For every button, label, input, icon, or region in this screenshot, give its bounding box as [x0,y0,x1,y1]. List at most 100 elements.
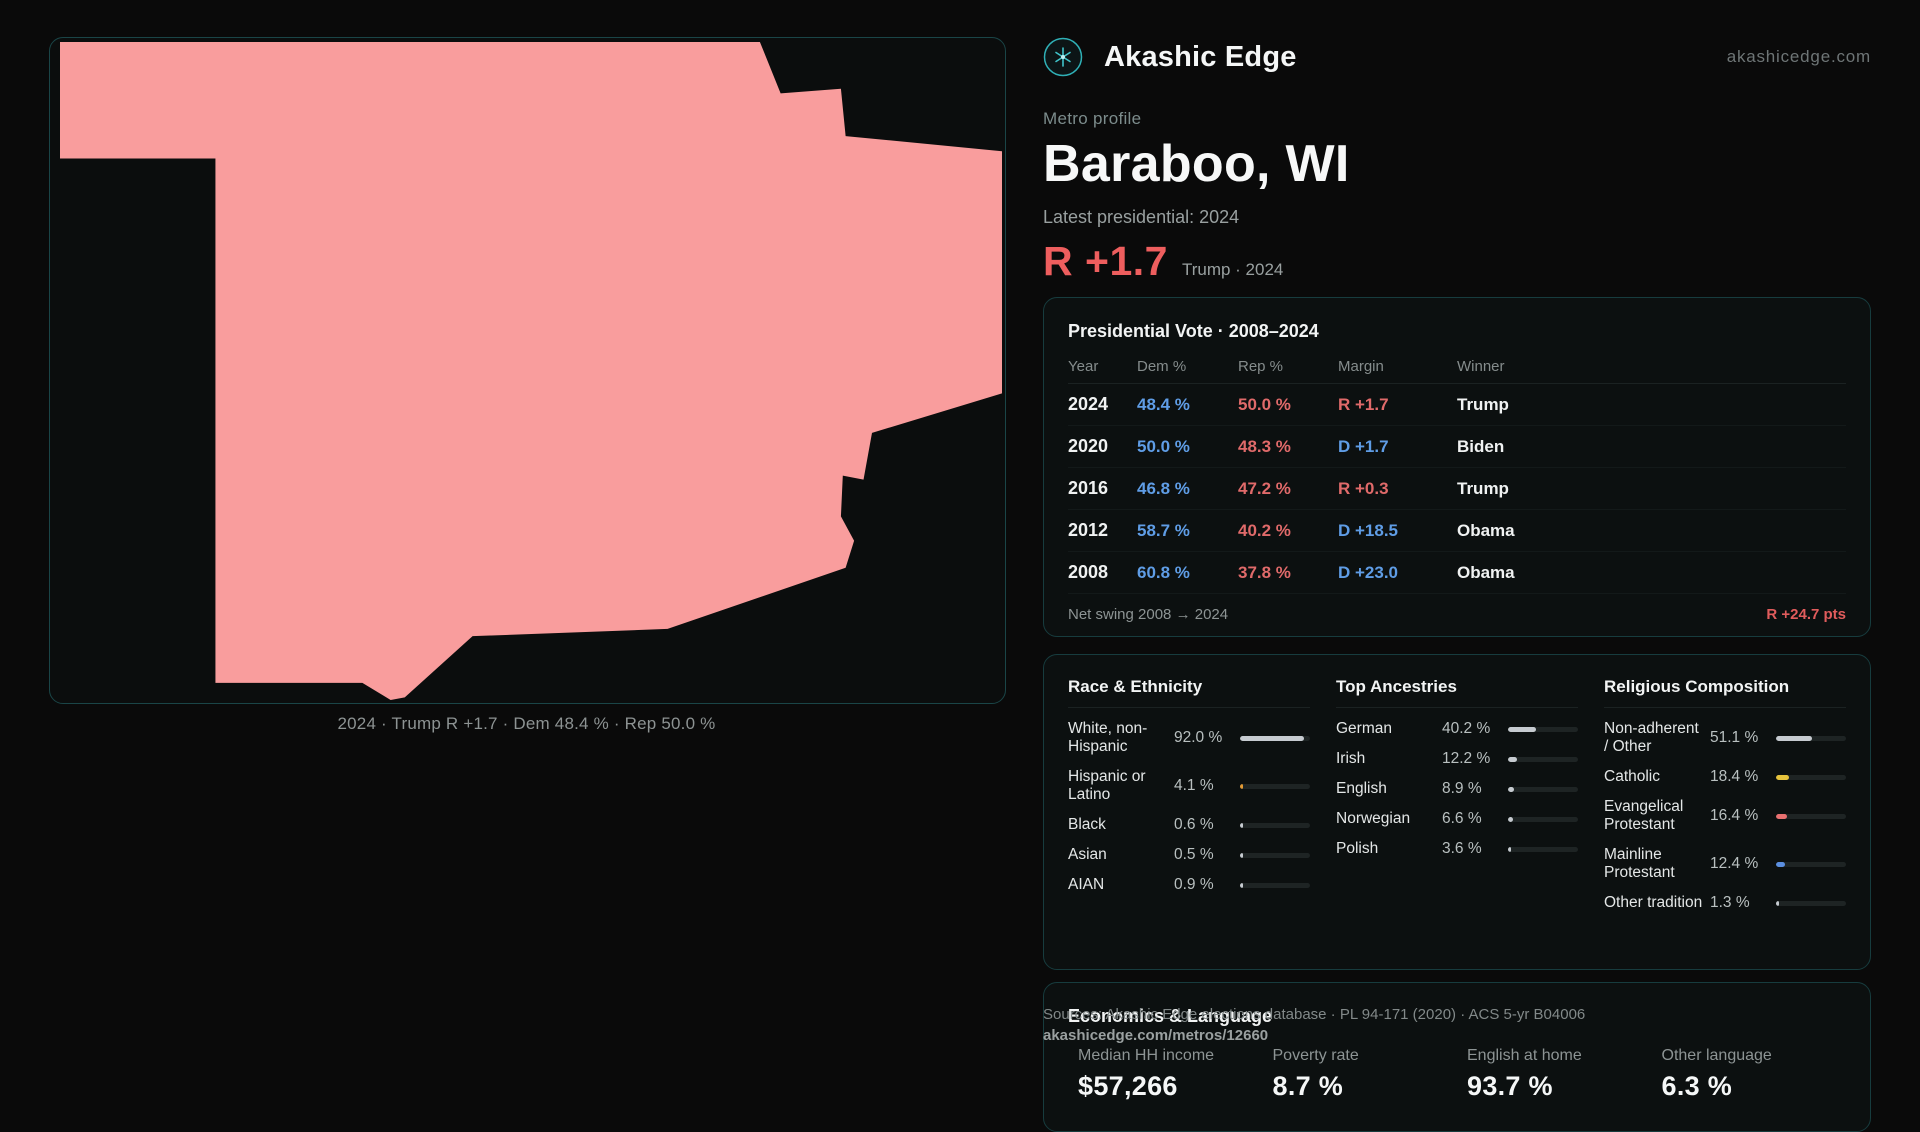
vote-row: 2024 48.4 % 50.0 % R +1.7 Trump [1068,384,1846,426]
demographics-grid: Race & Ethnicity White, non-Hispanic 92.… [1068,677,1846,912]
demo-bar [1776,735,1846,741]
econ-stat-value: 93.7 % [1467,1071,1553,1101]
vote-dem-pct: 60.8 % [1137,562,1190,582]
demo-label: White, non-Hispanic [1068,720,1148,755]
econ-stat-label: English at home [1467,1047,1582,1064]
vote-margin: R +0.3 [1338,478,1389,498]
map-panel [49,37,1006,704]
vote-row: 2016 46.8 % 47.2 % R +0.3 Trump [1068,468,1846,510]
demo-bar [1508,756,1578,762]
demo-value: 12.2 % [1442,750,1491,767]
demo-bar [1508,846,1578,852]
demo-row: Asian 0.5 % [1068,846,1310,864]
demo-row: Norwegian 6.6 % [1336,810,1578,828]
demo-label: Norwegian [1336,810,1411,827]
demo-label: Irish [1336,750,1366,767]
permalink-line[interactable]: akashicedge.com/metros/12660 [1043,1027,1269,1044]
vote-dem-pct: 58.7 % [1137,520,1190,540]
site-header: Akashic Edge akashicedge.com [1043,37,1871,77]
demo-bar [1240,783,1310,789]
demographics-card: Race & Ethnicity White, non-Hispanic 92.… [1043,654,1871,970]
demo-value: 18.4 % [1710,768,1759,785]
demo-value: 0.5 % [1174,846,1214,863]
econ-stat-label: Median HH income [1078,1047,1215,1064]
vote-rep-pct: 37.8 % [1238,562,1291,582]
vote-year: 2016 [1068,478,1109,498]
profile-column: Akashic Edge akashicedge.com Metro profi… [1043,0,1871,1132]
demo-label: Non-adherent / Other [1604,720,1699,755]
col-dem: Dem % [1137,358,1187,375]
religious-composition-title: Religious Composition [1604,677,1846,708]
vote-winner: Trump [1457,478,1509,498]
demo-label: AIAN [1068,876,1105,893]
page-title: Baraboo, WI [1043,135,1350,193]
metro-shape [60,42,1002,700]
demo-value: 51.1 % [1710,729,1759,746]
vote-row: 2008 60.8 % 37.8 % D +23.0 Obama [1068,552,1846,594]
econ-stat: Median HH income $57,266 [1068,1047,1263,1102]
demo-row: Other tradition 1.3 % [1604,894,1846,912]
vote-year: 2020 [1068,436,1109,456]
econ-stat: English at home 93.7 % [1457,1047,1652,1102]
net-swing-label: Net swing 2008 → 2024 [1068,606,1229,623]
demo-row: Mainline Protestant 12.4 % [1604,846,1846,882]
econ-stat-label: Other language [1661,1047,1772,1064]
demo-bar [1240,822,1310,828]
demo-value: 0.9 % [1174,876,1214,893]
vote-dem-pct: 46.8 % [1137,478,1190,498]
vote-winner: Obama [1457,520,1515,540]
demo-row: AIAN 0.9 % [1068,876,1310,894]
top-ancestries-column: Top Ancestries German 40.2 % Irish 12.2 … [1336,677,1578,912]
demo-row: Irish 12.2 % [1336,750,1578,768]
demo-row: Evangelical Protestant 16.4 % [1604,798,1846,834]
demo-bar [1508,726,1578,732]
vote-margin: D +18.5 [1338,520,1399,540]
demo-value: 6.6 % [1442,810,1482,827]
brand-name: Akashic Edge [1104,40,1297,73]
vote-rep-pct: 47.2 % [1238,478,1291,498]
econ-stat-value: $57,266 [1078,1071,1178,1101]
site-url-link[interactable]: akashicedge.com [1726,47,1871,66]
vote-card-title: Presidential Vote · 2008–2024 [1068,321,1319,341]
demo-row: Non-adherent / Other 51.1 % [1604,720,1846,756]
demo-bar [1240,882,1310,888]
demo-row: German 40.2 % [1336,720,1578,738]
vote-rep-pct: 48.3 % [1238,436,1291,456]
demo-label: Polish [1336,840,1379,857]
vote-table-header: Year Dem % Rep % Margin Winner [1068,358,1846,384]
demo-label: Mainline Protestant [1604,846,1675,881]
vote-rep-pct: 40.2 % [1238,520,1291,540]
demo-row: Polish 3.6 % [1336,840,1578,858]
demo-bar [1776,774,1846,780]
vote-table-footer: Net swing 2008 → 2024 R +24.7 pts [1068,606,1846,623]
economics-card-title: Economics & Language [1068,1006,1273,1026]
demo-bar [1776,813,1846,819]
demo-row: Hispanic or Latino 4.1 % [1068,768,1310,804]
demo-label: English [1336,780,1387,797]
econ-stat-label: Poverty rate [1272,1047,1359,1064]
brand-logo-icon [1043,37,1083,77]
demo-row: Catholic 18.4 % [1604,768,1846,786]
demo-label: Hispanic or Latino [1068,768,1146,803]
demo-bar [1776,900,1846,906]
net-swing-value: R +24.7 pts [1766,606,1846,623]
vote-year: 2008 [1068,562,1109,582]
headline-margin-value: R +1.7 [1043,238,1168,284]
vote-year: 2012 [1068,520,1109,540]
vote-row: 2012 58.7 % 40.2 % D +18.5 Obama [1068,510,1846,552]
col-margin: Margin [1338,358,1384,375]
race-ethnicity-column: Race & Ethnicity White, non-Hispanic 92.… [1068,677,1310,912]
econ-stat-value: 6.3 % [1661,1071,1733,1101]
demo-value: 0.6 % [1174,816,1214,833]
vote-margin: D +23.0 [1338,562,1399,582]
demo-value: 4.1 % [1174,777,1214,794]
demo-bar [1240,852,1310,858]
demo-value: 40.2 % [1442,720,1491,737]
map-caption: 2024 · Trump R +1.7 · Dem 48.4 % · Rep 5… [337,714,716,733]
econ-stat-value: 8.7 % [1272,1071,1344,1101]
econ-stat: Poverty rate 8.7 % [1263,1047,1458,1102]
vote-winner: Biden [1457,436,1505,456]
vote-dem-pct: 48.4 % [1137,394,1190,414]
economics-language-card: Economics & Language Median HH income $5… [1043,982,1871,1132]
demo-label: Asian [1068,846,1107,863]
